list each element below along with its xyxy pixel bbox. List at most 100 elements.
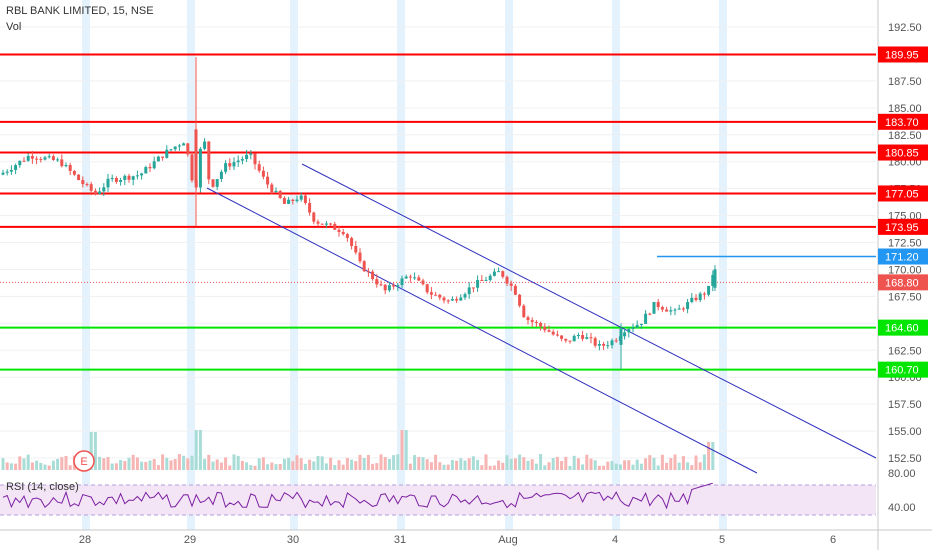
- candle-body: [64, 165, 68, 167]
- volume-bar: [694, 455, 698, 470]
- candle-body: [429, 292, 433, 295]
- volume-bar: [341, 464, 345, 470]
- volume-bar: [438, 462, 442, 470]
- candle-body: [606, 345, 610, 347]
- time-label: 28: [79, 534, 91, 546]
- volume-bar: [9, 463, 13, 470]
- candle-body: [404, 276, 408, 279]
- price-badge[interactable]: [878, 46, 928, 63]
- price-tick-label: 167.50: [888, 291, 922, 303]
- volume-bar: [261, 457, 265, 470]
- volume-bar: [215, 459, 219, 470]
- volume-bar: [56, 458, 60, 470]
- candle-body: [282, 197, 286, 204]
- price-badge-label: 173.95: [885, 222, 919, 234]
- volume-bar: [161, 454, 165, 470]
- volume-bar: [358, 454, 362, 470]
- price-badge[interactable]: [878, 274, 928, 291]
- volume-bar: [429, 462, 433, 470]
- volume-bar: [140, 461, 144, 470]
- candle-body: [148, 167, 152, 169]
- candle-body: [597, 344, 601, 346]
- candle-body: [564, 338, 568, 341]
- volume-bar: [333, 465, 337, 470]
- candle-body: [274, 190, 278, 193]
- candle-body: [333, 223, 337, 230]
- volume-bar: [660, 454, 664, 470]
- candle-body: [324, 223, 328, 225]
- trend-channel: [206, 163, 877, 474]
- candle-body: [408, 276, 412, 278]
- candle-body: [530, 320, 534, 323]
- grid-lines: [0, 26, 876, 459]
- volume-bar: [581, 464, 585, 470]
- candle-body: [18, 160, 22, 166]
- symbol-title[interactable]: RBL BANK LIMITED, 15, NSE: [6, 5, 154, 17]
- volume-bar: [455, 460, 459, 470]
- time-label: 29: [184, 534, 196, 546]
- candle-body: [308, 202, 312, 213]
- price-badge[interactable]: [878, 144, 928, 161]
- candle-body: [665, 309, 669, 312]
- candle-body: [5, 171, 9, 173]
- volume-bar: [60, 457, 64, 470]
- candle-body: [652, 301, 656, 314]
- volume-bar: [190, 455, 194, 470]
- earnings-marker-circle[interactable]: [73, 450, 95, 472]
- volume-bar: [291, 461, 295, 470]
- candle-body: [186, 143, 190, 155]
- price-badge[interactable]: [878, 319, 928, 336]
- time-label: 4: [612, 534, 618, 546]
- volume-bar: [249, 465, 253, 470]
- candle-body: [513, 285, 517, 295]
- candle-body: [366, 271, 370, 273]
- price-tick-label: 170.00: [888, 264, 922, 276]
- price-badge[interactable]: [878, 185, 928, 202]
- volume-bar: [362, 458, 366, 470]
- candle-body: [249, 153, 253, 155]
- volume-bar: [253, 465, 257, 470]
- candle-body: [488, 275, 492, 281]
- price-badge[interactable]: [878, 248, 928, 265]
- volume-bar: [631, 464, 635, 470]
- earnings-marker: E: [73, 450, 95, 472]
- rsi-label[interactable]: RSI (14, close): [6, 481, 79, 493]
- volume-bar: [501, 462, 505, 470]
- volume-bar: [623, 460, 627, 470]
- volume-label[interactable]: Vol: [6, 21, 22, 33]
- candle-body: [543, 326, 547, 331]
- candle-body: [89, 184, 93, 191]
- price-badge[interactable]: [878, 361, 928, 378]
- volume-bar: [585, 454, 589, 470]
- candle-body: [93, 190, 97, 194]
- volume-bar: [446, 464, 450, 470]
- volume-bar: [152, 459, 156, 470]
- volume-bar: [282, 458, 286, 470]
- channel-lower-line[interactable]: [206, 187, 758, 474]
- channel-upper-line[interactable]: [301, 163, 877, 459]
- candle-body: [492, 271, 496, 276]
- price-tick-label: 155.00: [888, 426, 922, 438]
- candle-body: [253, 153, 257, 165]
- volume-bar: [257, 458, 261, 470]
- volume-bar: [270, 462, 274, 470]
- price-badge[interactable]: [878, 218, 928, 235]
- candle-body: [446, 300, 450, 302]
- price-badge-label: 164.60: [885, 323, 919, 335]
- candle-body: [673, 309, 677, 311]
- volume-bar: [232, 454, 236, 470]
- candle-body: [131, 176, 135, 180]
- candle-body: [551, 331, 555, 335]
- volume-bar: [698, 462, 702, 470]
- candle-body: [291, 199, 295, 202]
- candle-body: [585, 337, 589, 339]
- volume-bar: [64, 455, 68, 470]
- volume-bar: [308, 459, 312, 470]
- price-badge-label: 171.20: [885, 252, 919, 264]
- volume-bar: [131, 454, 135, 470]
- volume-bar: [211, 461, 215, 470]
- price-badge[interactable]: [878, 113, 928, 130]
- volume-bar: [434, 454, 438, 470]
